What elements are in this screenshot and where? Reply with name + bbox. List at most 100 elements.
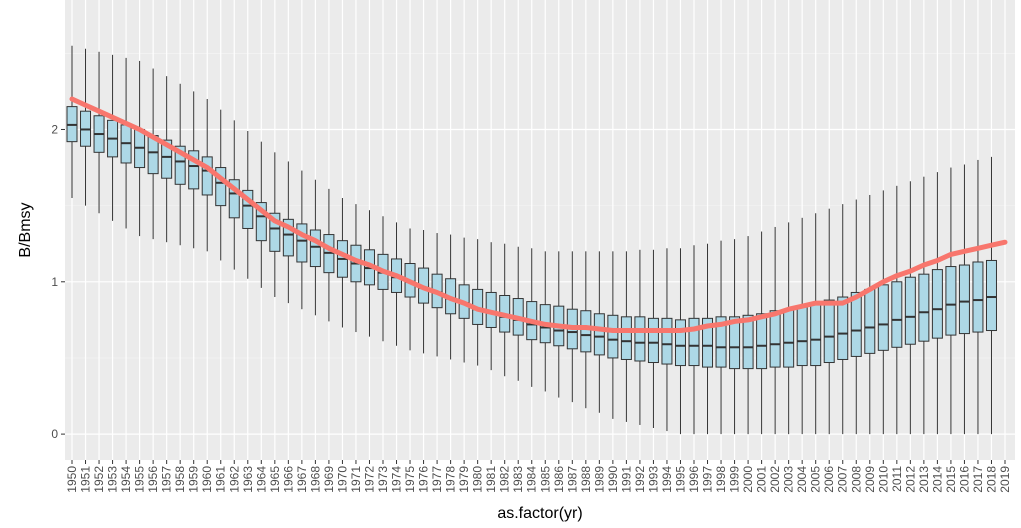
x-tick-label: 1994 — [660, 466, 674, 493]
x-tick-label: 2005 — [809, 466, 823, 493]
x-tick-label: 1969 — [322, 466, 336, 493]
x-tick-label: 1985 — [538, 466, 552, 493]
x-tick-label: 2008 — [849, 466, 863, 493]
x-tick-label: 1970 — [335, 466, 349, 493]
x-tick-label: 1957 — [160, 466, 174, 493]
x-tick-label: 1990 — [606, 466, 620, 493]
trend-line — [69, 96, 1008, 333]
box — [985, 259, 997, 332]
x-tick-label: 1971 — [349, 466, 363, 493]
x-tick-label: 1995 — [673, 466, 687, 493]
box — [607, 314, 619, 359]
box — [810, 304, 822, 367]
box — [228, 179, 240, 219]
box — [864, 288, 876, 354]
x-tick-label: 1958 — [173, 466, 187, 493]
x-tick-label: 1979 — [457, 466, 471, 493]
x-tick-label: 1961 — [214, 466, 228, 493]
box — [634, 316, 646, 362]
x-tick-label: 2013 — [917, 466, 931, 493]
x-tick-label: 1984 — [525, 466, 539, 493]
box — [688, 317, 700, 367]
x-tick-label: 2009 — [863, 466, 877, 493]
box — [661, 317, 673, 365]
x-tick-label: 2014 — [930, 466, 944, 493]
x-tick-label: 1986 — [552, 466, 566, 493]
box — [580, 310, 592, 353]
x-tick-label: 2002 — [768, 466, 782, 493]
box — [783, 308, 795, 368]
x-tick-label: 2007 — [836, 466, 850, 493]
box — [877, 284, 889, 351]
x-axis-title: as.factor(yr) — [497, 505, 582, 522]
x-tick-label: 2017 — [971, 466, 985, 493]
x-tick-label: 1952 — [92, 466, 106, 493]
x-tick-label: 1964 — [254, 466, 268, 493]
box — [593, 313, 605, 356]
x-tick-label: 1956 — [146, 466, 160, 493]
x-tick-label: 1997 — [701, 466, 715, 493]
x-tick-label: 1993 — [646, 466, 660, 493]
x-tick-label: 1981 — [484, 466, 498, 493]
box — [309, 229, 321, 268]
x-tick-label: 1983 — [511, 466, 525, 493]
box — [958, 264, 970, 335]
box — [715, 316, 727, 368]
x-tick-label: 1980 — [471, 466, 485, 493]
x-tick-label: 1982 — [498, 466, 512, 493]
x-tick-label: 1977 — [430, 466, 444, 493]
x-tick-label: 1976 — [417, 466, 431, 493]
box — [891, 281, 903, 348]
x-tick-label: 1972 — [362, 466, 376, 493]
x-tick-label: 1992 — [633, 466, 647, 493]
x-tick-label: 1967 — [295, 466, 309, 493]
x-tick-label: 1953 — [106, 466, 120, 493]
x-tick-label: 1955 — [133, 466, 147, 493]
y-axis-title: B/Bmsy — [17, 202, 34, 257]
x-tick-label: 2012 — [903, 466, 917, 493]
box — [255, 202, 267, 242]
x-tick-label: 1989 — [592, 466, 606, 493]
x-tick-label: 2018 — [984, 466, 998, 493]
box — [850, 291, 862, 357]
x-tick-label: 2011 — [890, 466, 904, 492]
x-tick-label: 2004 — [795, 466, 809, 493]
x-tick-label: 1988 — [579, 466, 593, 493]
x-tick-label: 1963 — [241, 466, 255, 493]
x-tick-label: 2000 — [741, 466, 755, 493]
x-tick-label: 1999 — [728, 466, 742, 493]
x-tick-label: 2010 — [876, 466, 890, 493]
x-tick-label: 1973 — [376, 466, 390, 493]
x-tick-label: 1974 — [390, 466, 404, 493]
x-tick-label: 1962 — [227, 466, 241, 493]
box — [756, 313, 768, 370]
box — [702, 317, 714, 368]
box — [647, 317, 659, 364]
box — [796, 305, 808, 367]
box — [161, 139, 173, 179]
box — [620, 316, 632, 360]
x-tick-label: 2006 — [822, 466, 836, 493]
x-tick-label: 2016 — [957, 466, 971, 493]
x-tick-label: 2015 — [944, 466, 958, 493]
box — [674, 319, 686, 367]
box — [215, 167, 227, 207]
x-tick-label: 1975 — [403, 466, 417, 493]
x-tick-label: 1968 — [308, 466, 322, 493]
box — [269, 212, 281, 252]
x-tick-label: 1951 — [79, 466, 93, 493]
box — [823, 299, 835, 364]
x-tick-label: 2003 — [782, 466, 796, 493]
x-tick-label: 1954 — [119, 466, 133, 493]
x-tick-label: 2019 — [998, 466, 1012, 493]
box — [729, 316, 741, 370]
y-tick-label: 0 — [51, 427, 58, 441]
x-tick-label: 2001 — [755, 466, 769, 493]
box — [296, 223, 308, 263]
box — [188, 150, 200, 190]
x-tick-label: 1978 — [444, 466, 458, 493]
x-tick-label: 1998 — [714, 466, 728, 493]
box — [972, 261, 984, 333]
box — [931, 269, 943, 339]
